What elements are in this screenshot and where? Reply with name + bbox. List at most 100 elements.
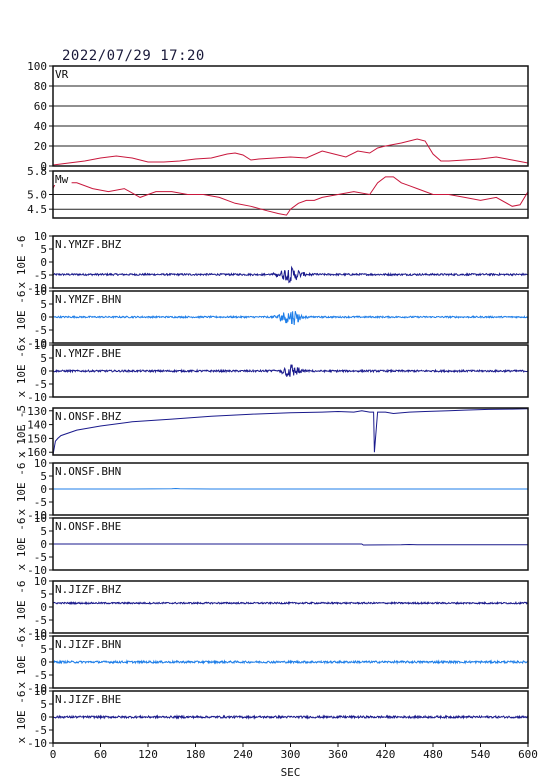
series-line-ymzf-bhz bbox=[53, 265, 528, 284]
x-tick-label: 540 bbox=[471, 748, 491, 761]
panel-frame bbox=[52, 344, 529, 398]
y-tick-label: -10 bbox=[27, 737, 47, 750]
y-tick-label: -130 bbox=[21, 405, 48, 418]
panel-frame bbox=[52, 290, 529, 344]
panel-label: VR bbox=[55, 68, 69, 81]
y-tick-label: -5 bbox=[34, 551, 47, 564]
x-tick-label: 240 bbox=[233, 748, 253, 761]
y-axis-label: x 10E -6 bbox=[15, 345, 28, 398]
y-tick-label: 0 bbox=[40, 160, 47, 173]
y-tick-label: 5.0 bbox=[27, 189, 47, 202]
y-tick-label: 5 bbox=[40, 643, 47, 656]
y-tick-label: -5 bbox=[34, 669, 47, 682]
panel-frame bbox=[52, 235, 529, 289]
y-tick-label: -10 bbox=[27, 627, 47, 640]
y-tick-label: 100 bbox=[27, 60, 47, 73]
y-tick-label: -5 bbox=[34, 378, 47, 391]
panel-label: N.JIZF.BHN bbox=[55, 638, 121, 651]
y-tick-label: 40 bbox=[34, 120, 47, 133]
x-tick-label: 0 bbox=[50, 748, 57, 761]
panel-frame bbox=[52, 407, 529, 456]
y-tick-label: 10 bbox=[34, 285, 47, 298]
y-tick-label: 0 bbox=[40, 256, 47, 269]
series-line-mw bbox=[53, 176, 528, 216]
x-tick-label: 180 bbox=[186, 748, 206, 761]
panel-frame bbox=[52, 170, 529, 219]
y-tick-label: 10 bbox=[34, 512, 47, 525]
y-axis-label: x 10E -6 bbox=[15, 581, 28, 634]
y-tick-label: 0 bbox=[40, 311, 47, 324]
y-tick-label: -10 bbox=[27, 564, 47, 577]
y-tick-label: -5 bbox=[34, 496, 47, 509]
y-tick-label: 5 bbox=[40, 352, 47, 365]
y-axis-label: x 10E -6 bbox=[15, 463, 28, 516]
y-tick-label: 10 bbox=[34, 339, 47, 352]
y-axis-label: x 10E -6 bbox=[15, 236, 28, 289]
series-line-jizf-bhe bbox=[53, 714, 528, 720]
y-tick-label: 5 bbox=[40, 298, 47, 311]
panel-mw: 5.8 5.04.5 Mw bbox=[27, 165, 529, 219]
panel-label: N.YMZF.BHZ bbox=[55, 238, 122, 251]
series-line-onsf-bhz bbox=[53, 408, 528, 455]
y-tick-label: 5.8 bbox=[27, 165, 47, 178]
panel-label: Mw bbox=[55, 173, 69, 186]
series-line-vr bbox=[53, 138, 528, 166]
y-tick-label: 5 bbox=[40, 243, 47, 256]
y-tick-label: 10 bbox=[34, 230, 47, 243]
y-tick-label: 10 bbox=[34, 685, 47, 698]
y-tick-label: -5 bbox=[34, 324, 47, 337]
y-axis-label: x 10E -5 bbox=[15, 405, 28, 458]
y-tick-label: 5 bbox=[40, 588, 47, 601]
series-line-jizf-bhn bbox=[53, 659, 528, 665]
panel-frame bbox=[52, 580, 529, 634]
y-tick-label: -160 bbox=[21, 446, 48, 459]
series-line-jizf-bhz bbox=[53, 601, 528, 606]
panel-label: N.ONSF.BHZ bbox=[55, 410, 122, 423]
y-axis-label: x 10E -6 bbox=[15, 291, 28, 344]
x-tick-label: 60 bbox=[94, 748, 107, 761]
y-tick-label: 0 bbox=[40, 656, 47, 669]
x-tick-label: 360 bbox=[328, 748, 348, 761]
x-tick-label: 480 bbox=[423, 748, 443, 761]
y-tick-label: 10 bbox=[34, 457, 47, 470]
y-tick-label: 4.5 bbox=[27, 203, 47, 216]
y-tick-label: -10 bbox=[27, 682, 47, 695]
x-tick-label: 300 bbox=[281, 748, 301, 761]
y-tick-label: 5 bbox=[40, 698, 47, 711]
y-tick-label: -150 bbox=[21, 432, 48, 445]
y-tick-label: -10 bbox=[27, 337, 47, 350]
y-tick-label: -5 bbox=[34, 614, 47, 627]
x-tick-label: 600 bbox=[518, 748, 538, 761]
timestamp: 2022/07/29 17:20 bbox=[62, 48, 205, 64]
y-tick-label: -10 bbox=[27, 509, 47, 522]
y-tick-label: 10 bbox=[34, 575, 47, 588]
y-tick-label: 20 bbox=[34, 140, 47, 153]
y-tick-label: 80 bbox=[34, 80, 47, 93]
y-axis-label: x 10E -6 bbox=[15, 636, 28, 689]
panel-label: N.ONSF.BHE bbox=[55, 520, 121, 533]
panel-vr: 100 80 60 40 20 0 VR bbox=[27, 60, 529, 173]
y-tick-label: -5 bbox=[34, 724, 47, 737]
series-line-ymzf-bhe bbox=[53, 364, 528, 377]
panel-label: N.YMZF.BHE bbox=[55, 347, 121, 360]
y-axis-label: x 10E -6 bbox=[15, 518, 28, 571]
panel-frame bbox=[52, 65, 529, 167]
x-axis-label: SEC bbox=[281, 766, 301, 779]
y-tick-label: 5 bbox=[40, 470, 47, 483]
y-tick-label: 0 bbox=[40, 601, 47, 614]
x-tick-label: 120 bbox=[138, 748, 158, 761]
panel-frame bbox=[52, 462, 529, 516]
panel-label: N.JIZF.BHE bbox=[55, 693, 121, 706]
panel-label: N.JIZF.BHZ bbox=[55, 583, 122, 596]
y-tick-label: -10 bbox=[27, 391, 47, 404]
